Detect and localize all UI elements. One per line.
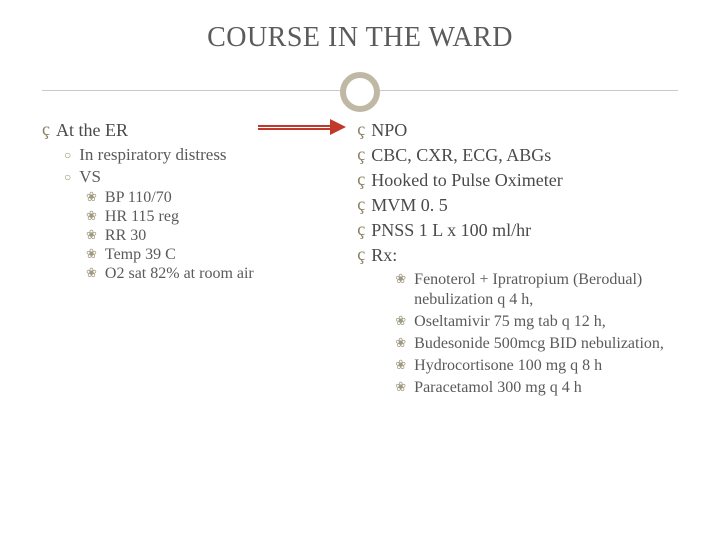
bullet-vs: ○ VS — [64, 167, 347, 187]
text: HR 115 reg — [105, 208, 179, 226]
divider-circle-icon — [340, 72, 380, 112]
text: Hydrocortisone 100 mg q 8 h — [414, 356, 602, 376]
content-columns: ç At the ER ○ In respiratory distress ○ … — [42, 120, 678, 400]
leaf-bullet-icon: ❀ — [395, 356, 406, 374]
bullet-rx-oseltamivir: ❀ Oseltamivir 75 mg tab q 12 h, — [395, 312, 675, 332]
text: PNSS 1 L x 100 ml/hr — [371, 220, 531, 241]
bullet-pnss: ç PNSS 1 L x 100 ml/hr — [357, 220, 675, 241]
curly-bullet-icon: ç — [357, 220, 365, 240]
bullet-rx-paracetamol: ❀ Paracetamol 300 mg q 4 h — [395, 378, 675, 398]
bullet-temp: ❀ Temp 39 C — [86, 246, 347, 264]
text: Budesonide 500mcg BID nebulization, — [414, 334, 664, 354]
bullet-rx: ç Rx: — [357, 245, 675, 266]
text: VS — [79, 167, 101, 187]
curly-bullet-icon: ç — [357, 145, 365, 165]
curly-bullet-icon: ç — [357, 245, 365, 265]
text: O2 sat 82% at room air — [105, 265, 254, 283]
text: Fenoterol + Ipratropium (Berodual) nebul… — [414, 270, 675, 310]
text: Temp 39 C — [105, 246, 176, 264]
leaf-bullet-icon: ❀ — [86, 189, 97, 206]
slide-title: COURSE IN THE WARD — [42, 22, 678, 54]
text: Hooked to Pulse Oximeter — [371, 170, 562, 191]
curly-bullet-icon: ç — [357, 120, 365, 140]
bullet-o2sat: ❀ O2 sat 82% at room air — [86, 265, 347, 283]
bullet-resp-distress: ○ In respiratory distress — [64, 145, 347, 165]
text: Paracetamol 300 mg q 4 h — [414, 378, 582, 398]
bullet-bp: ❀ BP 110/70 — [86, 189, 347, 207]
text: Oseltamivir 75 mg tab q 12 h, — [414, 312, 606, 332]
right-column: ç NPO ç CBC, CXR, ECG, ABGs ç Hooked to … — [357, 120, 675, 400]
leaf-bullet-icon: ❀ — [395, 378, 406, 396]
bullet-rx-budesonide: ❀ Budesonide 500mcg BID nebulization, — [395, 334, 675, 354]
leaf-bullet-icon: ❀ — [86, 246, 97, 263]
text: MVM 0. 5 — [371, 195, 448, 216]
text: At the ER — [56, 120, 128, 141]
leaf-bullet-icon: ❀ — [86, 227, 97, 244]
circle-bullet-icon: ○ — [64, 148, 71, 163]
bullet-rx-hydrocortisone: ❀ Hydrocortisone 100 mg q 8 h — [395, 356, 675, 376]
bullet-npo: ç NPO — [357, 120, 675, 141]
curly-bullet-icon: ç — [42, 120, 50, 140]
left-column: ç At the ER ○ In respiratory distress ○ … — [42, 120, 347, 400]
leaf-bullet-icon: ❀ — [86, 265, 97, 282]
text: BP 110/70 — [105, 189, 172, 207]
text: In respiratory distress — [79, 145, 226, 165]
bullet-labs: ç CBC, CXR, ECG, ABGs — [357, 145, 675, 166]
text: RR 30 — [105, 227, 146, 245]
leaf-bullet-icon: ❀ — [395, 312, 406, 330]
bullet-hr: ❀ HR 115 reg — [86, 208, 347, 226]
text: Rx: — [371, 245, 397, 266]
bullet-rr: ❀ RR 30 — [86, 227, 347, 245]
slide-container: COURSE IN THE WARD ç At the ER ○ In resp… — [0, 0, 720, 540]
leaf-bullet-icon: ❀ — [395, 334, 406, 352]
leaf-bullet-icon: ❀ — [395, 270, 406, 288]
bullet-pulseox: ç Hooked to Pulse Oximeter — [357, 170, 675, 191]
leaf-bullet-icon: ❀ — [86, 208, 97, 225]
text: NPO — [371, 120, 407, 141]
title-divider — [42, 68, 678, 114]
curly-bullet-icon: ç — [357, 195, 365, 215]
bullet-at-er: ç At the ER — [42, 120, 347, 141]
bullet-rx-fenoterol: ❀ Fenoterol + Ipratropium (Berodual) neb… — [395, 270, 675, 310]
bullet-mvm: ç MVM 0. 5 — [357, 195, 675, 216]
circle-bullet-icon: ○ — [64, 170, 71, 185]
text: CBC, CXR, ECG, ABGs — [371, 145, 551, 166]
curly-bullet-icon: ç — [357, 170, 365, 190]
